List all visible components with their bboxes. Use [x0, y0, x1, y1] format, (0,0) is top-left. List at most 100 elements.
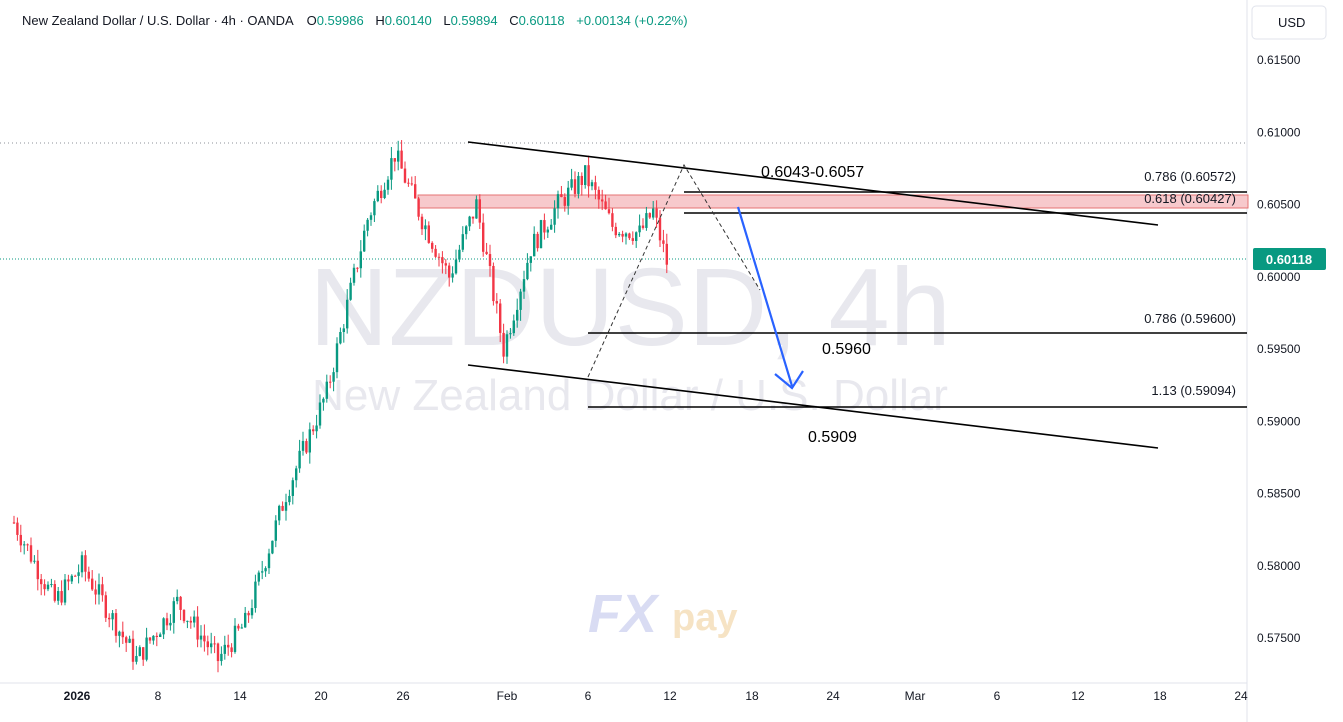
candle-body: [233, 625, 237, 652]
candle-body: [658, 217, 662, 241]
candle-body: [533, 233, 536, 257]
candle-body: [383, 189, 386, 198]
candle-body: [482, 222, 485, 252]
candle-body: [485, 251, 488, 255]
candle-body: [655, 208, 658, 218]
candle-body: [247, 612, 250, 616]
candles: [12, 140, 668, 673]
candle-body: [352, 267, 356, 283]
candle-body: [291, 480, 294, 496]
candle-body: [108, 617, 111, 620]
candle-body: [607, 209, 611, 214]
candle-body: [407, 182, 410, 184]
candle-body: [332, 372, 335, 382]
candle-body: [556, 194, 560, 209]
candle-body: [152, 635, 155, 641]
candle-body: [448, 265, 451, 278]
candle-body: [155, 635, 158, 638]
candle-body: [16, 522, 19, 535]
candle-body: [305, 441, 308, 453]
candle-body: [550, 224, 553, 230]
candle-body: [216, 643, 220, 662]
candle-body: [553, 208, 556, 225]
candle-body: [400, 150, 403, 169]
candle-body: [199, 635, 203, 640]
candle-body: [53, 584, 56, 601]
candle-body: [648, 213, 651, 218]
candle-body: [237, 625, 240, 629]
candle-body: [403, 168, 407, 183]
candle-body: [128, 638, 131, 643]
time-tick-label: 24: [826, 689, 840, 703]
candle-body: [261, 571, 264, 573]
candle-body: [203, 635, 206, 642]
price-tick-label: 0.60500: [1257, 198, 1301, 212]
candle-body: [329, 381, 332, 383]
candle-body: [135, 655, 138, 662]
candle-body: [465, 226, 468, 235]
fib-113-lower-label: 1.13 (0.59094): [1151, 383, 1236, 398]
watermark-ticker: NZDUSD, 4h: [309, 246, 951, 369]
candle-body: [437, 256, 441, 258]
candle-body: [349, 282, 352, 300]
candle-body: [220, 653, 223, 662]
candle-body: [74, 575, 77, 577]
price-axis[interactable]: 0.61500 0.61000 0.60500 0.60000 0.59500 0.590…: [1257, 53, 1301, 645]
candle-body: [587, 165, 590, 187]
candle-body: [434, 248, 437, 257]
candle-body: [176, 596, 179, 602]
candle-body: [570, 179, 573, 188]
candle-body: [563, 197, 566, 206]
candle-body: [29, 545, 33, 562]
time-axis[interactable]: 2026 8 14 20 26 Feb 6 12 18 24 Mar 6 12 18 24: [64, 689, 1248, 703]
candle-body: [142, 647, 145, 660]
candle-body: [390, 158, 393, 180]
candle-body: [227, 644, 230, 648]
time-tick-label: 8: [155, 689, 162, 703]
candle-body: [546, 229, 549, 233]
candle-body: [165, 618, 169, 626]
currency-button[interactable]: [1251, 5, 1327, 40]
candle-body: [308, 429, 311, 453]
candle-body: [186, 620, 189, 622]
candle-body: [23, 544, 26, 546]
candle-body: [397, 150, 400, 162]
candle-body: [335, 343, 339, 373]
candle-body: [206, 641, 209, 648]
candle-body: [516, 309, 519, 321]
candle-body: [601, 199, 604, 202]
candle-body: [50, 584, 53, 586]
candle-body: [410, 183, 413, 185]
candle-body: [635, 232, 638, 241]
candle-body: [451, 273, 454, 278]
zone-label: 0.6043-0.6057: [761, 164, 864, 181]
upper-trendline[interactable]: [467, 141, 1159, 226]
candle-body: [380, 190, 383, 198]
price-tick-label: 0.59500: [1257, 342, 1301, 356]
candle-body: [36, 560, 39, 580]
candle-body: [12, 522, 16, 524]
candle-body: [567, 187, 570, 206]
candle-body: [366, 219, 369, 231]
candle-body: [386, 179, 390, 190]
projection-arrow[interactable]: [736, 206, 804, 390]
resistance-zone[interactable]: [417, 194, 1249, 209]
candle-body: [492, 265, 495, 302]
candle-body: [590, 182, 594, 187]
candle-body: [560, 194, 563, 198]
candle-body: [114, 613, 118, 636]
candle-body: [159, 634, 162, 638]
candle-body: [584, 165, 587, 186]
time-tick-label: 18: [745, 689, 759, 703]
candle-body: [342, 328, 345, 333]
candle-body: [104, 595, 107, 618]
time-tick-label: 18: [1153, 689, 1167, 703]
price-tick-label: 0.61500: [1257, 53, 1301, 67]
candle-body: [621, 233, 624, 237]
candle-body: [40, 579, 43, 585]
candle-body: [271, 540, 274, 554]
candle-body: [614, 226, 617, 236]
candle-body: [373, 201, 376, 216]
candle-body: [223, 644, 226, 654]
candle-body: [87, 571, 90, 579]
